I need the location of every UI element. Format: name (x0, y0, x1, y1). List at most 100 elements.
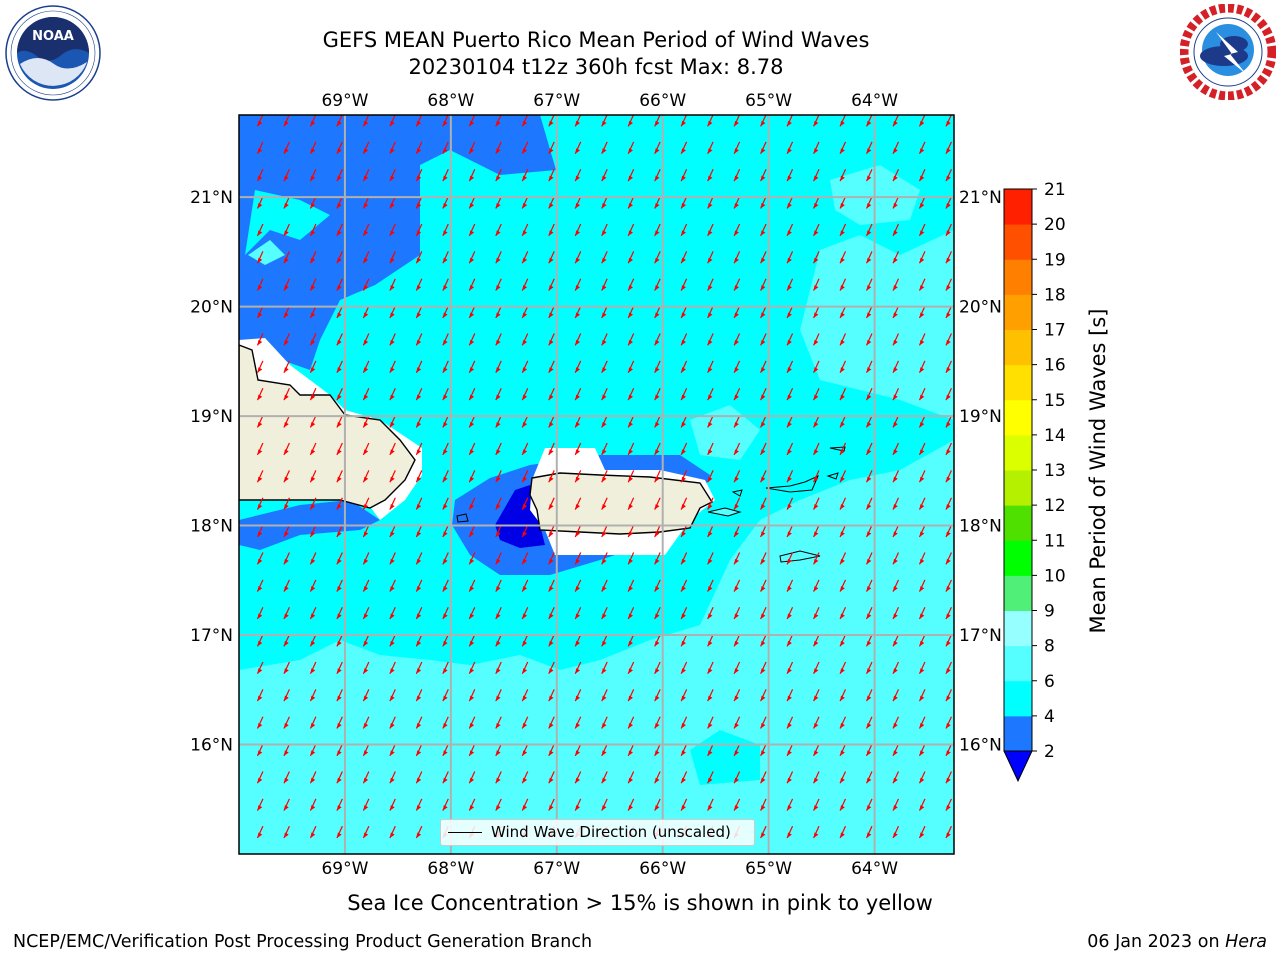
wave-direction-arrow (813, 825, 820, 839)
wave-direction-arrow (813, 196, 820, 209)
wave-direction-arrow (839, 743, 847, 757)
lat-tick-label: 16°N (959, 736, 1002, 756)
wave-direction-arrow (389, 470, 396, 483)
wave-direction-arrow (389, 689, 396, 702)
wave-direction-arrow (707, 524, 714, 538)
wave-direction-arrow (521, 305, 529, 319)
wave-direction-arrow (945, 442, 952, 456)
wave-direction-arrow (283, 223, 290, 237)
wave-direction-arrow (309, 305, 317, 319)
wave-direction-arrow (362, 251, 370, 264)
wave-direction-arrow (733, 798, 741, 811)
wave-direction-arrow (627, 360, 635, 373)
wave-direction-arrow (627, 552, 635, 565)
wave-direction-arrow (918, 825, 926, 839)
wave-direction-arrow (521, 634, 529, 647)
wave-direction-arrow (256, 360, 264, 373)
colorbar-under-arrow (1003, 750, 1033, 783)
wave-direction-arrow (521, 524, 529, 538)
wave-direction-arrow (415, 442, 423, 456)
wave-direction-arrow (733, 115, 741, 127)
wave-direction-arrow (733, 278, 741, 291)
colorbar-segment (1004, 399, 1032, 436)
wave-direction-arrow (627, 661, 635, 675)
wave-direction-arrow (389, 634, 396, 647)
wave-direction-arrow (601, 415, 608, 428)
wave-direction-arrow (892, 141, 900, 155)
island-small (826, 472, 839, 480)
wave-direction-arrow (760, 552, 767, 565)
wave-direction-arrow (760, 223, 767, 237)
wave-direction-arrow (548, 771, 555, 784)
wave-direction-arrow (839, 223, 847, 237)
wave-direction-arrow (389, 798, 396, 811)
wave-direction-arrow (336, 169, 343, 182)
wave-direction-arrow (442, 606, 449, 620)
wave-direction-arrow (918, 716, 926, 729)
wave-direction-arrow (548, 223, 555, 237)
wave-direction-arrow (283, 743, 290, 757)
wave-direction-arrow (283, 360, 290, 373)
wave-direction-arrow (839, 115, 846, 127)
wave-direction-arrow (256, 552, 264, 565)
wave-direction-arrow (574, 305, 582, 319)
wave-direction-arrow (813, 689, 820, 702)
wave-direction-arrow (309, 661, 317, 675)
wave-direction-arrow (654, 141, 661, 155)
wave-direction-arrow (574, 689, 582, 702)
wave-direction-arrow (865, 115, 873, 127)
wave-direction-arrow (283, 524, 290, 538)
wave-direction-arrow (680, 115, 688, 127)
wave-direction-arrow (548, 743, 555, 757)
wave-direction-arrow (707, 196, 714, 209)
wave-direction-arrow (627, 743, 635, 757)
wave-direction-arrow (865, 661, 873, 675)
lat-tick-label: 19°N (190, 407, 233, 427)
wave-direction-arrow (309, 442, 317, 456)
colorbar-tick-label: 10 (1044, 566, 1066, 586)
lon-tick-label: 68°W (427, 859, 474, 879)
wave-direction-arrow (839, 771, 847, 784)
wave-direction-arrow (945, 305, 952, 319)
colorbar-segment (1004, 680, 1032, 717)
wave-direction-arrow (309, 634, 317, 647)
wave-direction-arrow (813, 716, 820, 729)
wave-direction-arrow (521, 141, 529, 155)
wave-direction-arrow (892, 497, 900, 510)
wave-direction-arrow (733, 388, 741, 401)
wave-direction-arrow (786, 470, 794, 483)
wave-direction-arrow (495, 305, 502, 319)
wave-direction-arrow (707, 470, 714, 483)
wave-direction-arrow (839, 552, 847, 565)
wave-direction-arrow (468, 689, 476, 702)
wave-direction-arrow (601, 497, 608, 510)
colorbar-tick-label: 2 (1044, 742, 1055, 762)
colorbar-segment (1004, 715, 1032, 752)
wave-direction-arrow (601, 552, 608, 565)
wave-direction-arrow (336, 115, 343, 127)
wave-direction-arrow (733, 716, 741, 729)
wave-direction-arrow (336, 415, 343, 428)
wave-direction-arrow (468, 415, 476, 428)
wave-direction-arrow (442, 360, 449, 373)
wave-direction-arrow (336, 743, 343, 757)
wave-direction-arrow (654, 360, 661, 373)
wave-direction-arrow (601, 196, 608, 209)
wave-direction-arrow (627, 524, 635, 538)
wave-direction-arrow (918, 278, 926, 291)
wave-direction-arrow (627, 716, 635, 729)
wave-direction-arrow (839, 333, 847, 346)
wave-direction-arrow (865, 579, 873, 592)
colorbar-segment (1004, 259, 1032, 295)
wave-direction-arrow (256, 278, 264, 291)
wave-direction-arrow (442, 743, 449, 757)
wave-direction-arrow (362, 169, 370, 182)
wave-direction-arrow (654, 470, 661, 483)
wave-direction-arrow (707, 689, 714, 702)
wave-direction-arrow (654, 524, 661, 538)
wave-direction-arrow (548, 689, 555, 702)
wave-direction-arrow (707, 634, 714, 647)
wave-direction-arrow (865, 606, 873, 620)
wave-direction-arrow (415, 169, 423, 182)
wave-direction-arrow (415, 524, 423, 538)
